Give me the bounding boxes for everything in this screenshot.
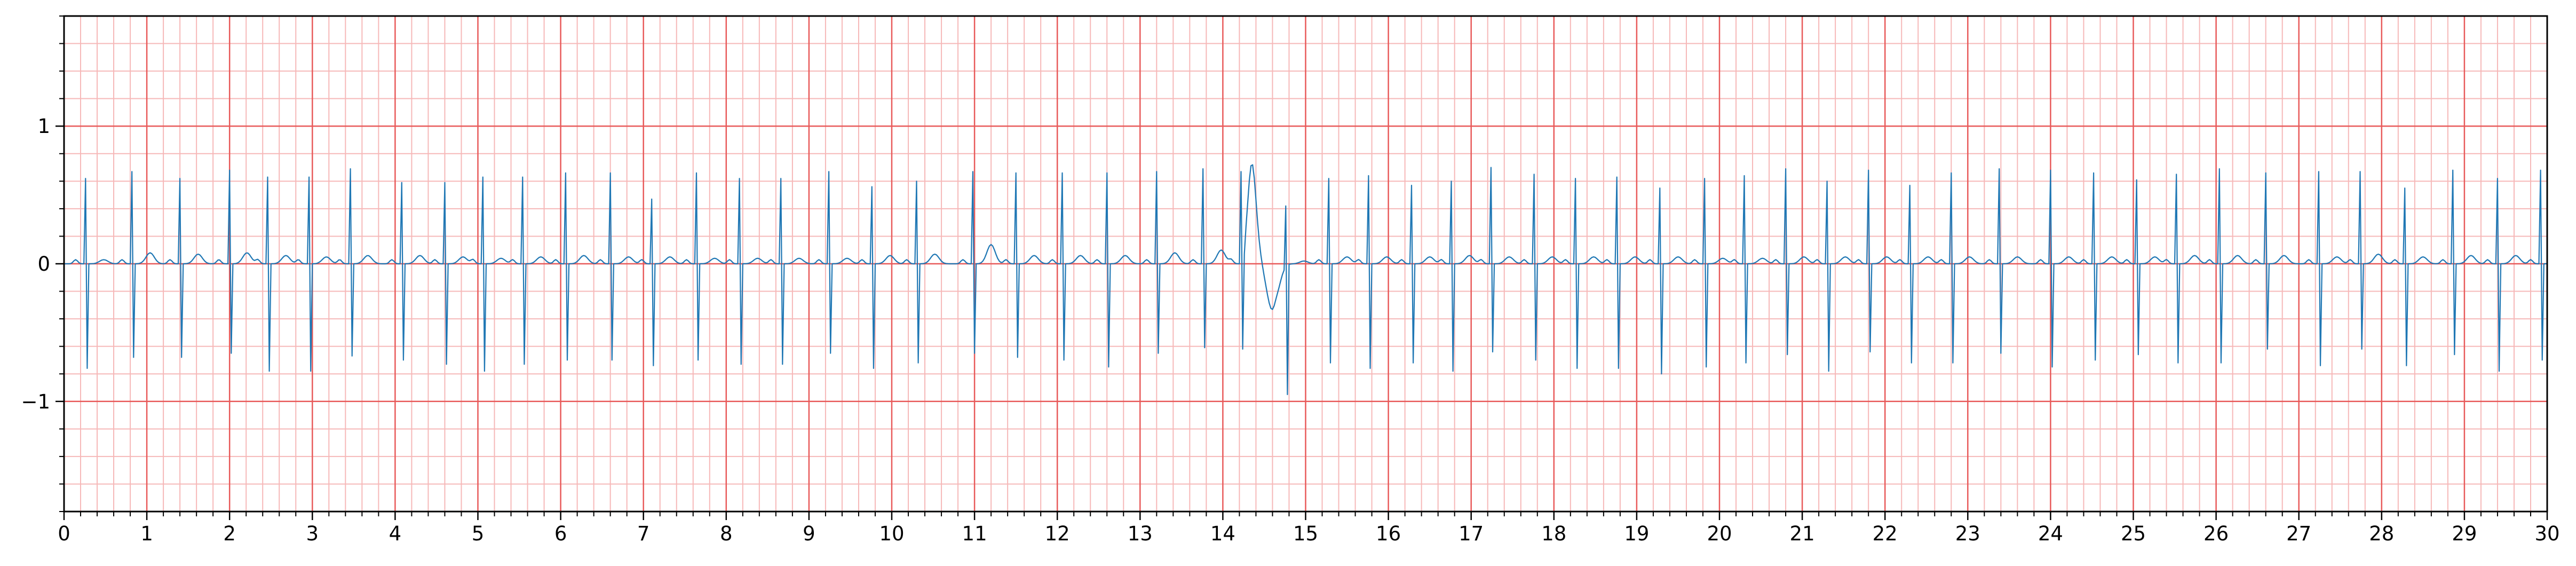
x-tick-label: 1 — [140, 522, 153, 545]
x-tick-label: 25 — [2121, 522, 2146, 545]
plot-area — [64, 164, 2548, 395]
x-tick-label: 14 — [1210, 522, 1235, 545]
y-tick-label: −1 — [21, 390, 50, 413]
x-tick-label: 28 — [2369, 522, 2394, 545]
x-tick-label: 30 — [2534, 522, 2559, 545]
x-tick-label: 11 — [962, 522, 987, 545]
x-tick-label: 27 — [2286, 522, 2311, 545]
x-tick-label: 20 — [1707, 522, 1732, 545]
x-tick-label: 3 — [306, 522, 319, 545]
x-tick-label: 21 — [1790, 522, 1815, 545]
x-axis-tick-labels: 0 1 2 3 4 5 6 7 8 9 10 11 12 13 14 15 16 17 18 19 20 21 22 23 24… — [58, 522, 2559, 545]
x-tick-label: 16 — [1376, 522, 1401, 545]
x-tick-label: 10 — [879, 522, 904, 545]
x-tick-label: 6 — [554, 522, 567, 545]
x-tick-label: 15 — [1293, 522, 1318, 545]
x-tick-label: 18 — [1541, 522, 1566, 545]
x-tick-label: 17 — [1459, 522, 1484, 545]
x-tick-label: 23 — [1955, 522, 1980, 545]
x-tick-label: 12 — [1045, 522, 1070, 545]
axes-frame — [63, 15, 2548, 513]
x-tick-label: 9 — [803, 522, 815, 545]
x-tick-label: 26 — [2204, 522, 2229, 545]
y-tick-label: 0 — [37, 253, 50, 276]
y-axis-tick-labels: −1 0 1 — [21, 115, 50, 413]
x-tick-label: 8 — [720, 522, 733, 545]
ecg-series-line — [64, 164, 2548, 395]
x-tick-label: 7 — [637, 522, 650, 545]
x-tick-label: 22 — [1873, 522, 1898, 545]
x-tick-label: 13 — [1128, 522, 1153, 545]
y-tick-label: 1 — [37, 115, 50, 138]
x-tick-label: 29 — [2452, 522, 2477, 545]
x-tick-label: 19 — [1624, 522, 1649, 545]
x-tick-label: 4 — [389, 522, 402, 545]
x-tick-label: 2 — [223, 522, 236, 545]
x-tick-label: 0 — [58, 522, 70, 545]
x-tick-label: 5 — [472, 522, 485, 545]
x-tick-label: 24 — [2038, 522, 2063, 545]
